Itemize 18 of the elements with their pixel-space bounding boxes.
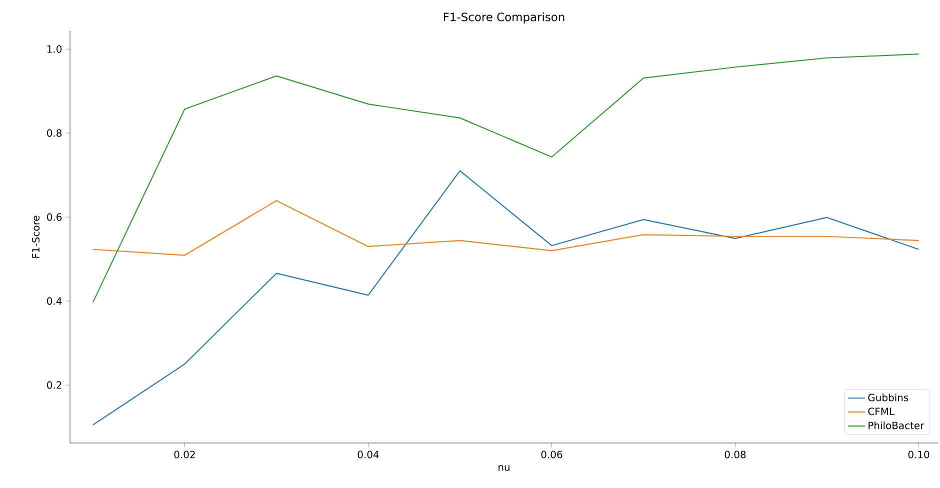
line-series: [92, 200, 920, 256]
x-tick-label: 0.08: [724, 450, 746, 458]
y-axis-title: F1-Score: [32, 216, 40, 258]
x-tick-label: 0.10: [908, 450, 930, 458]
legend-label: Gubbins: [868, 394, 908, 402]
legend-label: PhiloBacter: [868, 422, 924, 430]
x-tick-label: 0.02: [174, 450, 195, 458]
chart-title: F1-Score Comparison: [444, 12, 564, 24]
x-axis-title: nu: [498, 465, 510, 471]
x-tick-label: 0.04: [358, 450, 379, 458]
legend-label: CFML: [868, 408, 894, 416]
line-series: [92, 54, 920, 303]
y-tick-label: 0.6: [47, 213, 62, 221]
y-tick-label: 0.2: [47, 381, 62, 389]
x-tick-label: 0.06: [541, 450, 562, 458]
y-tick-label: 1.0: [47, 45, 62, 53]
y-tick-label: 0.4: [47, 297, 62, 305]
y-tick-label: 0.8: [47, 129, 62, 137]
